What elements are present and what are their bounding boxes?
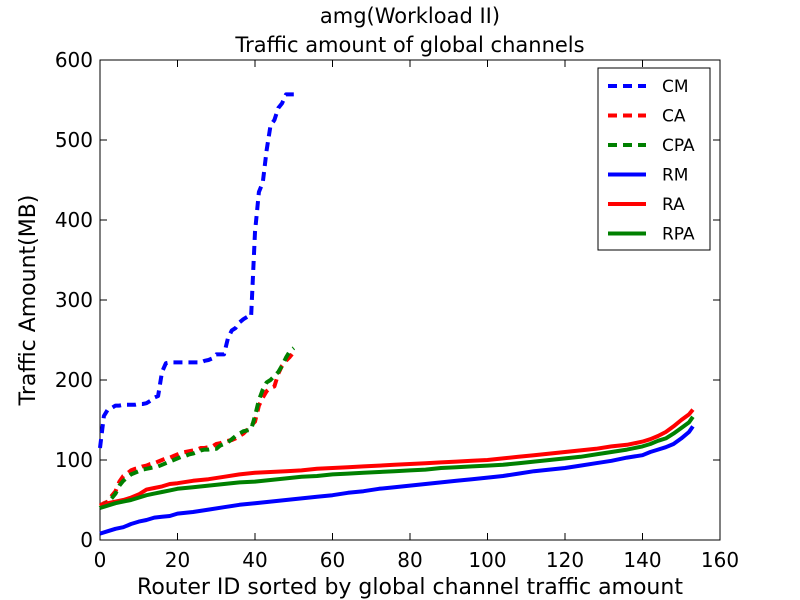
series-line-cpa [98, 346, 296, 510]
chart-title: amg(Workload II) [320, 4, 500, 28]
y-tick-label: 100 [55, 448, 93, 472]
y-tick-label: 200 [55, 368, 93, 392]
legend-label-ca: CA [662, 107, 686, 127]
y-tick-label: 400 [55, 208, 93, 232]
x-tick-label: 40 [242, 548, 267, 572]
y-tick-label: 300 [55, 288, 93, 312]
series-line-rpa [99, 415, 695, 510]
legend-label-rm: RM [662, 166, 688, 186]
x-tick-label: 20 [165, 548, 190, 572]
series-line-ra [99, 408, 695, 509]
x-tick-label: 100 [468, 548, 506, 572]
series-line-rm [99, 425, 695, 536]
x-tick-label: 120 [546, 548, 584, 572]
y-tick-label: 0 [80, 528, 93, 552]
x-tick-label: 0 [94, 548, 107, 572]
y-tick-label: 600 [55, 48, 93, 72]
legend-label-cpa: CPA [662, 136, 695, 156]
y-tick-label: 500 [55, 128, 93, 152]
x-tick-label: 140 [623, 548, 661, 572]
legend-box [597, 67, 711, 251]
x-tick-label: 80 [397, 548, 422, 572]
legend-label-cm: CM [662, 77, 689, 97]
chart-subtitle: Traffic amount of global channels [234, 33, 584, 57]
plot-area: 0 20 40 60 80 100 120 140 160 0 100 200 300 400 500 600 [55, 48, 739, 572]
series-line-cm [98, 92, 294, 449]
x-tick-label: 60 [320, 548, 345, 572]
series-line-ca [98, 350, 296, 508]
legend-label-rpa: RPA [662, 225, 695, 245]
legend: CM CA CPA RM RA RPA [597, 67, 711, 251]
y-axis-label: Traffic Amount(MB) [16, 195, 41, 407]
x-axis-label: Router ID sorted by global channel traff… [137, 575, 683, 600]
x-tick-label: 160 [701, 548, 739, 572]
legend-label-ra: RA [662, 195, 685, 215]
